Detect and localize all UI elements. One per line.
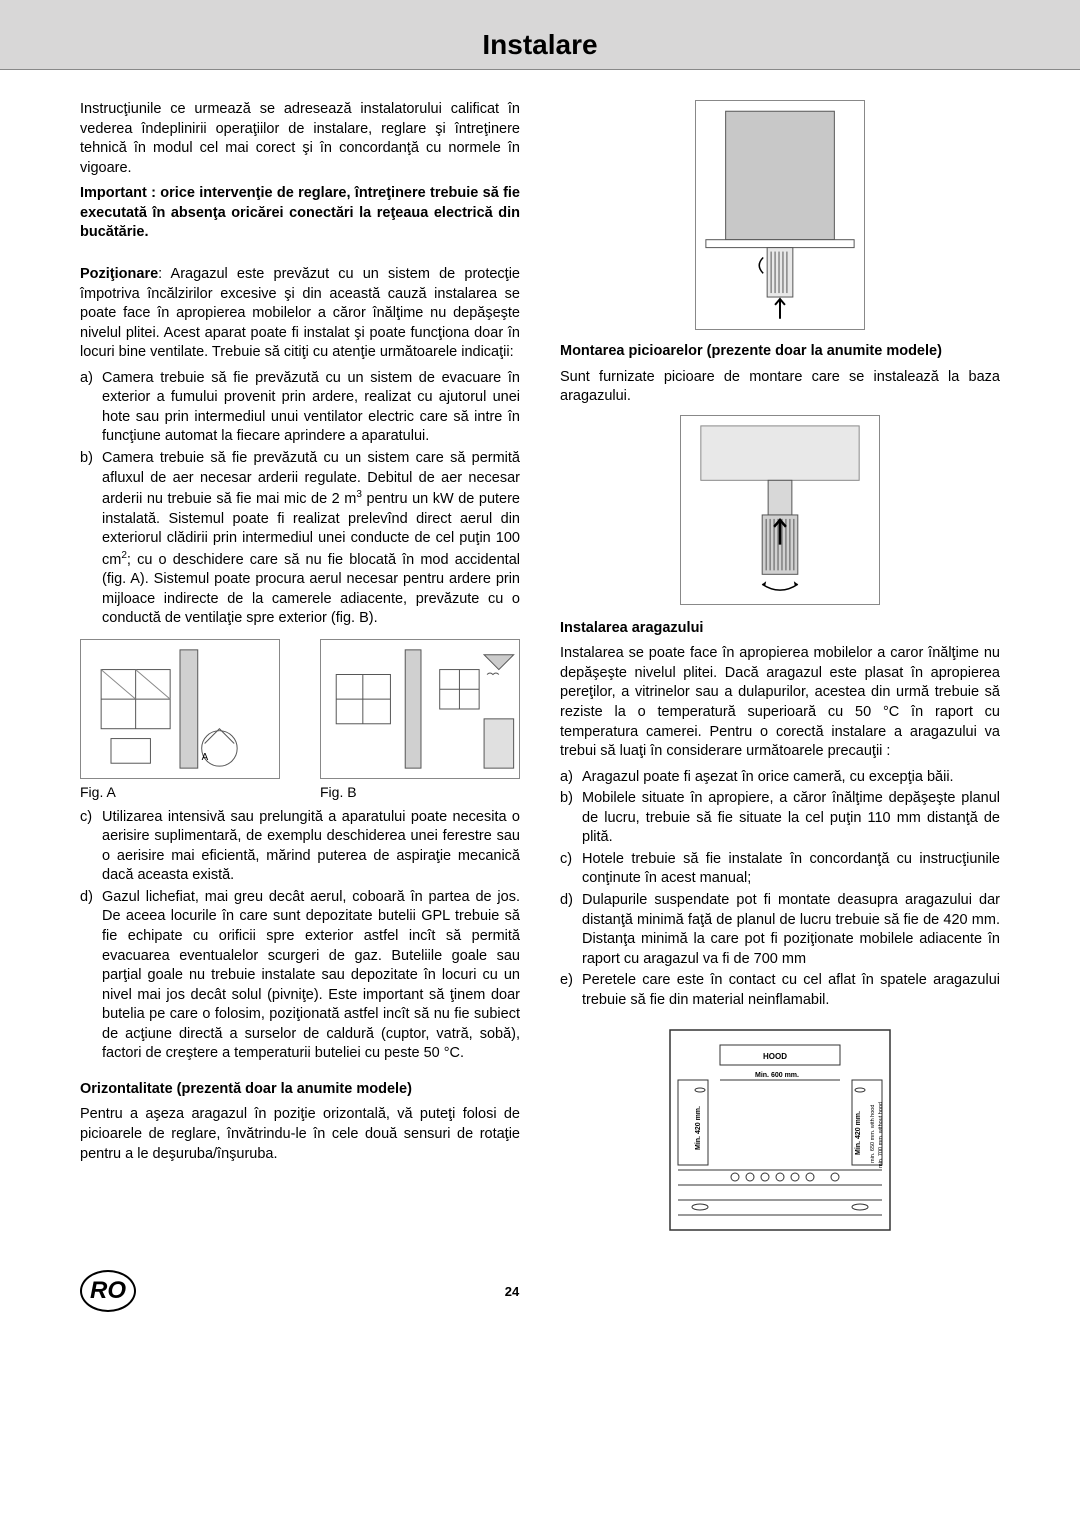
list-item-d: d) Gazul lichefiat, mai greu decât aerul… (80, 888, 520, 1064)
r-item-d: d) Dulapurile suspendate pot fi montate … (560, 891, 1000, 969)
important-text: Important : orice intervenţie de reglare… (80, 184, 520, 243)
mont-heading: Montarea picioarelor (prezente doar la a… (560, 342, 1000, 362)
fig-b-caption: Fig. B (320, 783, 520, 802)
text-a: Camera trebuie să fie prevăzută cu un si… (102, 369, 520, 447)
r-text-d: Dulapurile suspendate pot fi montate dea… (582, 891, 1000, 969)
list-item-b: b) Camera trebuie să fie prevăzută cu un… (80, 449, 520, 629)
figure-b-svg (321, 640, 519, 778)
r-text-b: Mobilele situate în apropiere, a căror î… (582, 789, 1000, 848)
pozitionare-label: Poziţionare (80, 266, 158, 282)
marker-c: c) (80, 808, 102, 886)
oriz-text: Pentru a aşeza aragazul în poziţie orizo… (80, 1105, 520, 1164)
r-text-c: Hotele trebuie să fie instalate în conco… (582, 850, 1000, 889)
page-number: 24 (505, 1284, 519, 1299)
r-item-a: a) Aragazul poate fi aşezat în orice cam… (560, 768, 1000, 788)
figure-b-wrap: Fig. B (320, 639, 520, 802)
svg-text:A: A (202, 752, 209, 763)
min420-right: Min. 420 mm. (855, 1111, 862, 1155)
min600-label: Min. 600 mm. (755, 1072, 799, 1079)
list-item-c: c) Utilizarea intensivă sau prelungită a… (80, 808, 520, 886)
ro-badge: RO (80, 1270, 136, 1312)
pozitionare-para: Poziţionare: Aragazul este prevăzut cu u… (80, 265, 520, 363)
figure-row: A Fig. A (80, 639, 520, 802)
figure-a-svg: A (81, 640, 279, 778)
min700-label: min. 700 mm. without hood (878, 1102, 884, 1168)
header-band: Instalare (0, 0, 1080, 70)
content-area: Instrucţiunile ce urmează se adresează i… (0, 70, 1080, 1260)
inst-text: Instalarea se poate face în apropierea m… (560, 644, 1000, 761)
diagram-bottom-svg: HOOD Min. 600 mm. Min. 420 mm. Min. 420 … (660, 1020, 900, 1240)
mont-text: Sunt furnizate picioare de montare care … (560, 368, 1000, 407)
figure-b-box (320, 639, 520, 779)
text-d: Gazul lichefiat, mai greu decât aerul, c… (102, 888, 520, 1064)
marker-b: b) (80, 449, 102, 629)
diagram-top (695, 100, 865, 330)
r-item-b: b) Mobilele situate în apropiere, a căro… (560, 789, 1000, 848)
right-column: Montarea picioarelor (prezente doar la a… (560, 100, 1000, 1240)
text-b: Camera trebuie să fie prevăzută cu un si… (102, 449, 520, 629)
oriz-heading: Orizontalitate (prezentă doar la anumite… (80, 1080, 520, 1100)
min650-label: min. 650 mm. with hood (870, 1105, 876, 1163)
diagram-top-svg (696, 101, 864, 329)
page-title: Instalare (482, 29, 597, 61)
fig-a-caption: Fig. A (80, 783, 280, 802)
r-text-e: Peretele care este în contact cu cel afl… (582, 971, 1000, 1010)
figure-a-box: A (80, 639, 280, 779)
min420-left: Min. 420 mm. (695, 1106, 702, 1150)
r-text-a: Aragazul poate fi aşezat în orice cameră… (582, 768, 1000, 788)
r-item-e: e) Peretele care este în contact cu cel … (560, 971, 1000, 1010)
footer: RO 24 (0, 1260, 1080, 1332)
hood-label: HOOD (763, 1052, 787, 1061)
figure-a-wrap: A Fig. A (80, 639, 280, 802)
diagram-middle-svg (681, 416, 879, 604)
r-item-c: c) Hotele trebuie să fie instalate în co… (560, 850, 1000, 889)
list-item-a: a) Camera trebuie să fie prevăzută cu un… (80, 369, 520, 447)
diagram-middle (680, 415, 880, 605)
text-c: Utilizarea intensivă sau prelungită a ap… (102, 808, 520, 886)
marker-a: a) (80, 369, 102, 447)
inst-heading: Instalarea aragazului (560, 619, 1000, 639)
diagram-bottom: HOOD Min. 600 mm. Min. 420 mm. Min. 420 … (660, 1020, 900, 1240)
marker-d: d) (80, 888, 102, 1064)
intro-text: Instrucţiunile ce urmează se adresează i… (80, 100, 520, 178)
left-column: Instrucţiunile ce urmează se adresează i… (80, 100, 520, 1240)
